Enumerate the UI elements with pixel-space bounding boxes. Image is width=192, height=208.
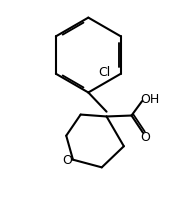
Text: O: O (62, 154, 72, 167)
Text: OH: OH (140, 93, 159, 106)
Text: Cl: Cl (98, 66, 111, 79)
Text: O: O (140, 131, 150, 144)
